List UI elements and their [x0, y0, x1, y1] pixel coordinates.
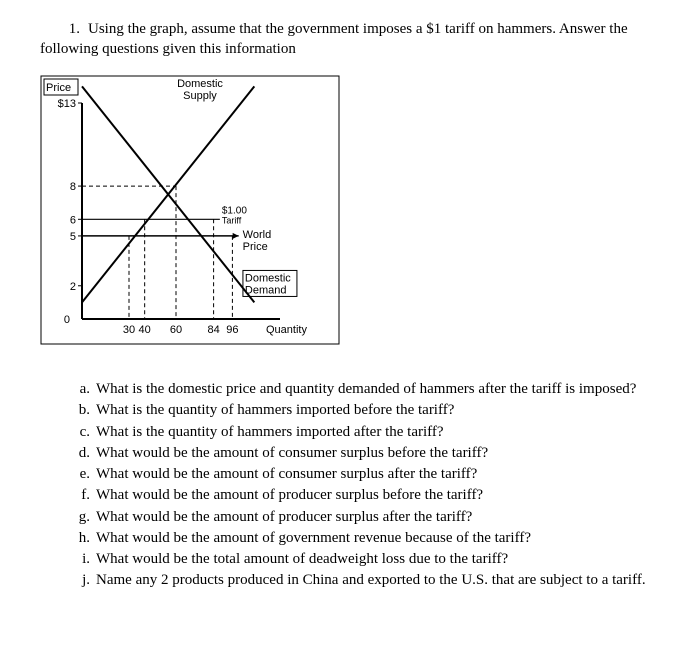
svg-text:40: 40	[139, 324, 151, 336]
svg-text:96: 96	[226, 324, 238, 336]
subquestion: g. What would be the amount of producer s…	[68, 507, 660, 527]
svg-text:Supply: Supply	[183, 90, 217, 102]
svg-text:$13: $13	[58, 98, 76, 110]
sub-text: What would be the amount of government r…	[96, 530, 531, 546]
sub-text: What would be the total amount of deadwe…	[96, 551, 508, 567]
svg-text:World: World	[243, 229, 272, 241]
sub-letter: g.	[68, 507, 90, 527]
subquestion: h. What would be the amount of government…	[68, 528, 660, 548]
subquestion: a. What is the domestic price and quantit…	[68, 379, 660, 399]
sub-text: What would be the amount of consumer sur…	[96, 445, 488, 461]
question-intro: 1.Using the graph, assume that the gover…	[40, 20, 660, 59]
subquestion: b. What is the quantity of hammers import…	[68, 400, 660, 420]
sub-letter: i.	[68, 549, 90, 569]
svg-text:6: 6	[70, 214, 76, 226]
svg-text:Tariff: Tariff	[222, 215, 242, 225]
svg-text:2: 2	[70, 281, 76, 293]
sub-letter: e.	[68, 464, 90, 484]
svg-text:Quantity: Quantity	[266, 324, 307, 336]
subquestion: i. What would be the total amount of dead…	[68, 549, 660, 569]
sub-text: Name any 2 products produced in China an…	[96, 572, 646, 588]
subquestion: e. What would be the amount of consumer s…	[68, 464, 660, 484]
sub-text: What would be the amount of producer sur…	[96, 487, 483, 503]
question-number: 1.	[40, 20, 88, 40]
svg-text:0: 0	[64, 314, 70, 326]
sub-letter: b.	[68, 400, 90, 420]
svg-text:60: 60	[170, 324, 182, 336]
sub-text: What is the domestic price and quantity …	[96, 381, 636, 397]
subquestion: c. What is the quantity of hammers import…	[68, 422, 660, 442]
sub-letter: a.	[68, 379, 90, 399]
svg-text:84: 84	[207, 324, 219, 336]
svg-text:5: 5	[70, 231, 76, 243]
svg-text:8: 8	[70, 181, 76, 193]
sub-text: What would be the amount of producer sur…	[96, 509, 472, 525]
sub-text: What is the quantity of hammers imported…	[96, 402, 454, 418]
svg-text:Demand: Demand	[245, 284, 287, 296]
subquestion: f. What would be the amount of producer s…	[68, 485, 660, 505]
sub-letter: h.	[68, 528, 90, 548]
subquestion: d. What would be the amount of consumer s…	[68, 443, 660, 463]
subquestion-list: a. What is the domestic price and quantit…	[68, 379, 660, 591]
chart-svg: Price02568$133040608496QuantityDomesticS…	[40, 75, 360, 355]
svg-text:Domestic: Domestic	[177, 78, 223, 90]
svg-text:Price: Price	[46, 82, 71, 94]
sub-letter: d.	[68, 443, 90, 463]
svg-text:Price: Price	[243, 241, 268, 253]
sub-text: What is the quantity of hammers imported…	[96, 424, 444, 440]
question-intro-text: Using the graph, assume that the governm…	[40, 21, 628, 57]
sub-letter: j.	[68, 570, 90, 590]
svg-text:Domestic: Domestic	[245, 272, 291, 284]
subquestion: j. Name any 2 products produced in China …	[68, 570, 660, 590]
sub-letter: f.	[68, 485, 90, 505]
sub-letter: c.	[68, 422, 90, 442]
supply-demand-chart: Price02568$133040608496QuantityDomesticS…	[40, 75, 660, 355]
svg-text:30: 30	[123, 324, 135, 336]
sub-text: What would be the amount of consumer sur…	[96, 466, 477, 482]
